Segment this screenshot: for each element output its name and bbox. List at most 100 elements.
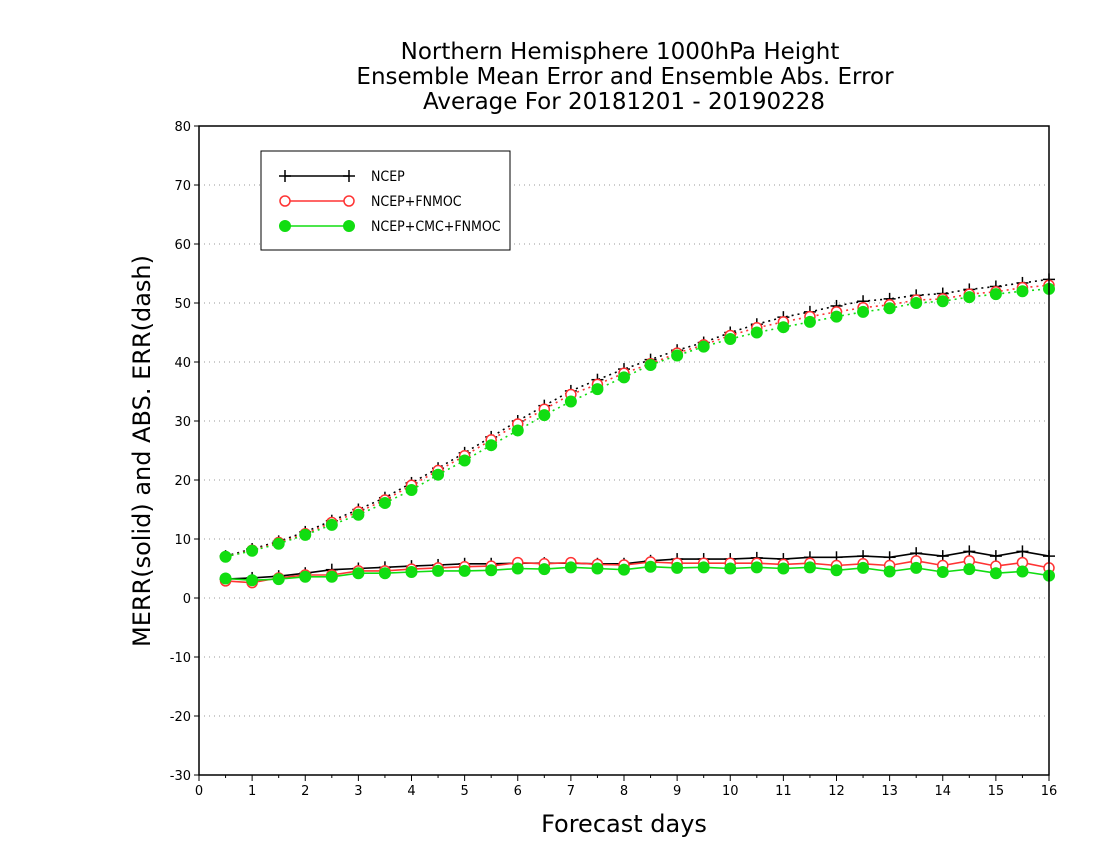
series-2	[219, 282, 1055, 587]
abs-err-point	[432, 468, 445, 481]
x-tick-label: 0	[195, 784, 203, 799]
merr-point	[936, 566, 949, 579]
abs-err-point	[963, 291, 976, 304]
title-line-2: Ensemble Mean Error and Ensemble Abs. Er…	[356, 64, 894, 90]
legend-entry-2: NCEP+CMC+FNMOC	[279, 219, 501, 235]
x-tick-label: 1	[248, 784, 256, 799]
x-tick-label: 3	[354, 784, 362, 799]
abs-err-point	[724, 332, 737, 345]
x-tick-label: 4	[407, 784, 415, 799]
merr-point	[989, 550, 1002, 563]
x-tick-label: 11	[775, 784, 792, 799]
merr-point	[644, 560, 657, 573]
y-axis-title: MERR(solid) and ABS. ERR(dash)	[128, 255, 156, 647]
abs-err-point	[219, 550, 232, 563]
x-tick-label: 16	[1041, 784, 1058, 799]
series-0	[219, 273, 1055, 586]
x-tick-label: 12	[828, 784, 845, 799]
x-axis-title: Forecast days	[541, 810, 707, 838]
y-tick-label: 70	[174, 179, 191, 194]
series-1	[219, 279, 1055, 589]
abs-err-point	[1016, 285, 1029, 298]
gridlines	[199, 184, 1049, 717]
merr-point	[724, 562, 737, 575]
merr-point	[458, 564, 471, 577]
merr-point	[272, 573, 285, 586]
y-tick-label: 20	[174, 474, 191, 489]
abs-err-point	[803, 315, 816, 328]
merr-point	[485, 564, 498, 577]
merr-point	[777, 562, 790, 575]
title-line-1: Northern Hemisphere 1000hPa Height	[401, 39, 840, 65]
x-tick-label: 10	[722, 784, 739, 799]
abs-err-line	[225, 278, 1050, 557]
abs-err-point	[405, 484, 418, 497]
abs-err-point	[777, 321, 790, 334]
abs-err-point	[485, 439, 498, 452]
merr-point	[830, 564, 843, 577]
merr-line	[225, 559, 1050, 584]
merr-point	[883, 565, 896, 578]
legend-marker-left	[279, 170, 291, 182]
plot-frame	[198, 125, 1050, 776]
abs-err-point	[458, 454, 471, 467]
x-tick-label: 8	[620, 784, 628, 799]
x-tick-label: 15	[988, 784, 1005, 799]
abs-err-point	[299, 528, 312, 541]
merr-point	[538, 563, 551, 576]
y-tick-label: 50	[174, 297, 191, 312]
legend-marker-left	[279, 220, 291, 232]
abs-err-point	[697, 340, 710, 353]
merr-point	[1016, 565, 1029, 578]
legend-marker-right	[343, 170, 355, 182]
abs-err-point	[883, 302, 896, 315]
abs-err-point	[272, 537, 285, 550]
merr-point	[618, 563, 630, 576]
abs-err-point	[378, 497, 391, 510]
y-tick-label: -10	[170, 651, 191, 666]
merr-point	[750, 561, 763, 574]
legend-marker-left	[279, 195, 291, 207]
legend-marker-right	[343, 195, 355, 207]
abs-err-point	[644, 358, 657, 371]
y-tick-label: 10	[174, 533, 191, 548]
title-line-3: Average For 20181201 - 20190228	[423, 89, 825, 115]
abs-err-point	[989, 288, 1002, 301]
abs-err-point	[910, 297, 923, 309]
merr-point	[857, 561, 870, 574]
merr-point	[405, 566, 418, 579]
merr-point	[246, 574, 259, 587]
y-tick-label: 0	[183, 592, 191, 607]
abs-err-point	[618, 371, 630, 384]
merr-point	[963, 563, 976, 576]
abs-err-point	[538, 409, 551, 422]
abs-err-point	[750, 326, 763, 339]
abs-err-point	[936, 295, 949, 308]
x-tick-label: 6	[514, 784, 522, 799]
x-tick-label: 13	[881, 784, 898, 799]
legend-entry-0: NCEP	[279, 169, 405, 185]
legend-entry-1: NCEP+FNMOC	[279, 194, 462, 210]
abs-err-point	[325, 518, 338, 531]
merr-point	[564, 561, 577, 574]
legend-marker-right	[343, 220, 355, 232]
y-tick-label: -20	[170, 710, 191, 725]
legend: NCEP NCEP+FNMOC NCEP+CMC+FNMOC	[260, 150, 511, 251]
legend-label: NCEP+CMC+FNMOC	[371, 219, 501, 235]
y-tick-label: 30	[174, 415, 191, 430]
abs-err-point	[830, 310, 843, 323]
merr-point	[803, 561, 816, 574]
y-tick-label: 40	[174, 356, 191, 371]
legend-items: NCEP NCEP+FNMOC NCEP+CMC+FNMOC	[279, 169, 501, 235]
x-tick-label: 9	[673, 784, 681, 799]
y-tick-label: 80	[174, 120, 191, 135]
y-tick-label: 60	[174, 238, 191, 253]
data-series	[219, 273, 1055, 589]
merr-point	[325, 570, 338, 583]
merr-point	[989, 567, 1002, 580]
y-tick-label: -30	[170, 769, 191, 784]
merr-point	[352, 567, 365, 580]
merr-point	[910, 561, 923, 574]
